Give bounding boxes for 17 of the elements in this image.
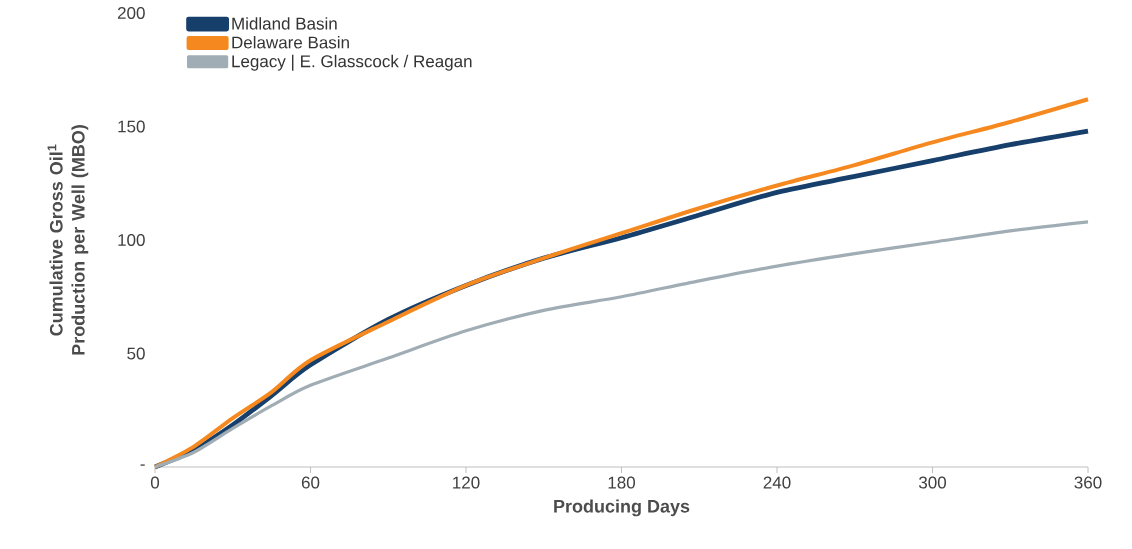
legend-label: Legacy | E. Glasscock / Reagan (232, 54, 472, 71)
y-tick-label: 50 (127, 347, 145, 360)
x-axis-title: Producing Days (554, 499, 690, 517)
y-tick-label: 100 (118, 233, 145, 247)
text: Cumulative Gross Oil$^{1}$ Production per Well (MBO) (47, 125, 89, 355)
legend-label: Midland Basin (232, 17, 337, 30)
x-tick-label: 120 (453, 476, 480, 489)
legend-label: Delaware Basin (232, 36, 349, 49)
y-tick-label: - (140, 464, 145, 466)
x-tick-label: 60 (301, 476, 320, 489)
x-tick-label: 240 (763, 476, 791, 489)
x-tick-label: 300 (918, 476, 947, 489)
y-tick-label: 150 (118, 120, 145, 133)
x-tick-label: 0 (150, 476, 160, 489)
x-tick-label: 180 (608, 476, 636, 489)
y-tick-label: 200 (117, 6, 145, 20)
x-tick-label: 360 (1074, 476, 1102, 489)
